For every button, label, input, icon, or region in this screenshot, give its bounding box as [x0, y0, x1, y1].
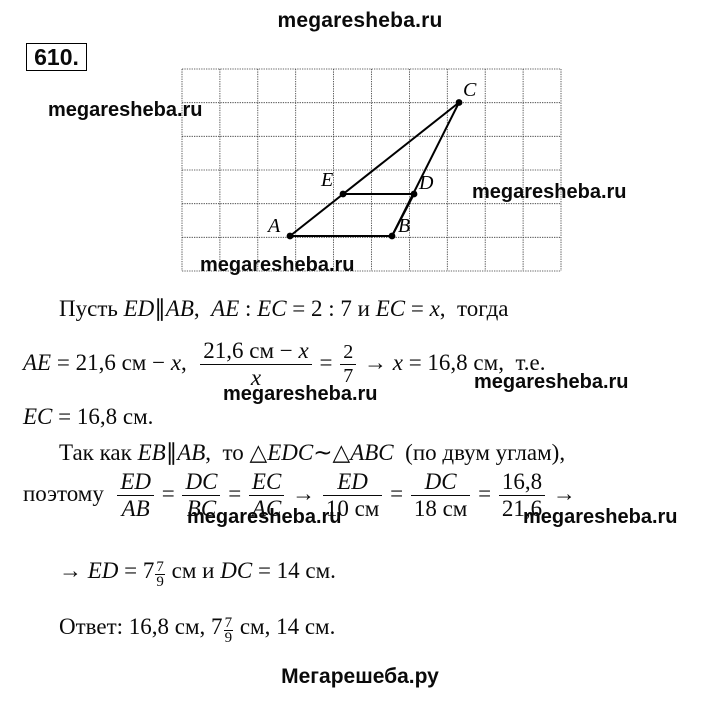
svg-text:C: C [463, 79, 477, 101]
svg-text:E: E [320, 169, 333, 191]
svg-text:A: A [266, 215, 281, 237]
svg-text:B: B [398, 215, 410, 237]
svg-text:D: D [418, 172, 434, 194]
